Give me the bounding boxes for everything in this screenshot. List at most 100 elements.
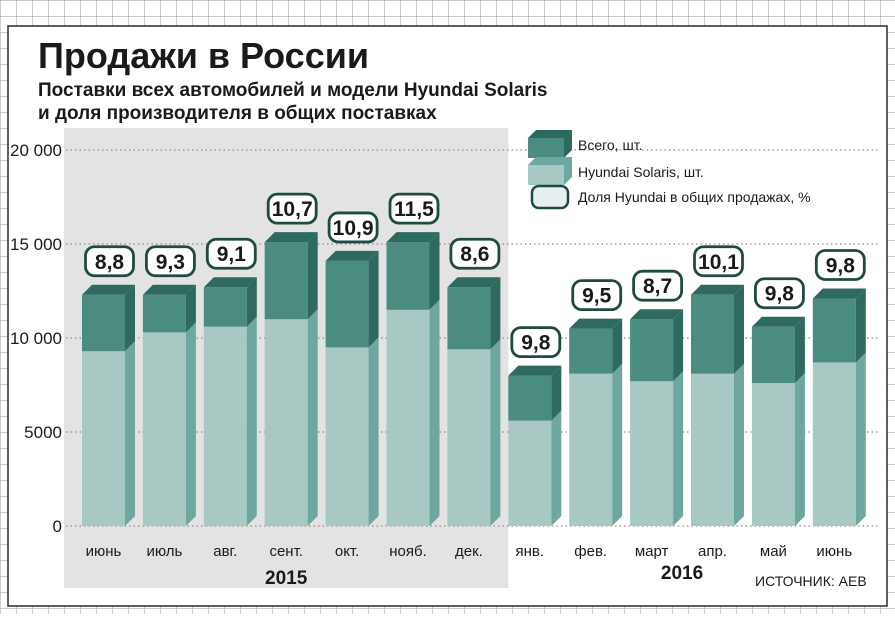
bar-total-side xyxy=(855,288,866,363)
legend-item-share: Доля Hyundai в общих продажах, % xyxy=(530,184,811,210)
share-bubble-box xyxy=(571,279,623,312)
share-bubble-box xyxy=(754,277,805,310)
bar-top xyxy=(691,284,744,295)
bar-total xyxy=(691,294,734,374)
grid-lines xyxy=(66,149,880,527)
x-tick-label: июль xyxy=(146,543,182,560)
bar-solaris-side xyxy=(307,309,318,526)
x-tick-label: сент. xyxy=(269,543,303,560)
source-note: ИСТОЧНИК: АЕВ xyxy=(755,573,867,589)
share-label: 11,5 xyxy=(394,198,434,221)
share-label: 9,8 xyxy=(765,283,795,306)
share-label: 9,8 xyxy=(521,332,551,355)
y-axis-ticks: 0 5000 10 000 15 000 20 000 xyxy=(10,141,62,536)
bar-solaris xyxy=(630,381,674,526)
x-tick-label: окт. xyxy=(335,543,359,560)
bar-solaris-side xyxy=(429,299,440,526)
share-bubble: 8,7 xyxy=(632,269,683,302)
share-bubble: 9,3 xyxy=(144,245,196,278)
bar-solaris xyxy=(264,319,308,526)
legend: Всего, шт. Hyundai Solaris, шт. Доля Hyu… xyxy=(528,130,811,210)
bar-top xyxy=(203,277,257,288)
share-bubble-box xyxy=(814,249,866,281)
y-tick-label: 10 000 xyxy=(10,329,62,348)
bar-total-side xyxy=(307,232,318,320)
share-bubble: 8,8 xyxy=(84,245,135,278)
share-label: 10,1 xyxy=(698,251,739,274)
bar-top xyxy=(569,318,623,329)
bar-total-side xyxy=(673,309,684,382)
bar-solaris-side xyxy=(490,339,501,526)
legend-swatch-total-front xyxy=(528,138,564,158)
bar-total xyxy=(508,375,552,421)
bar-solaris-side xyxy=(673,371,684,526)
share-bubble: 11,5 xyxy=(388,192,440,225)
share-label: 8,8 xyxy=(95,251,125,274)
bar-total xyxy=(630,319,674,382)
bar-total xyxy=(142,294,186,333)
bar-solaris xyxy=(751,383,795,526)
bar-total xyxy=(264,242,308,320)
legend-swatch-share xyxy=(530,184,570,210)
bar-total-side xyxy=(794,316,805,384)
bar-total-side xyxy=(185,284,196,333)
legend-label-solaris: Hyundai Solaris, шт. xyxy=(578,164,704,180)
bar-solaris-side xyxy=(246,316,257,526)
legend-label-share: Доля Hyundai в общих продажах, % xyxy=(578,189,811,205)
share-label: 10,7 xyxy=(272,198,313,221)
bar-solaris xyxy=(447,349,491,526)
y-tick-label: 20 000 xyxy=(10,141,62,160)
share-label: 9,8 xyxy=(826,255,856,278)
bar-solaris-side xyxy=(855,352,866,526)
bar-column xyxy=(569,318,623,526)
x-tick-label: фев. xyxy=(574,543,607,560)
bar-solaris xyxy=(569,373,613,526)
bar-solaris-side xyxy=(612,363,623,526)
bar-solaris-side xyxy=(185,322,196,526)
share-bubble-box xyxy=(266,192,318,225)
bar-total-side xyxy=(125,284,135,352)
bar-solaris-side xyxy=(794,373,805,526)
bar-top xyxy=(82,284,135,295)
bar-column xyxy=(82,284,135,526)
x-tick-label: дек. xyxy=(455,543,483,560)
bar-total-side xyxy=(551,365,562,421)
bar-column xyxy=(142,284,196,526)
bar-top xyxy=(386,232,440,243)
share-label: 9,1 xyxy=(217,243,247,266)
share-bubble-box xyxy=(84,245,135,278)
year-labels: 2015 2016 xyxy=(265,563,703,589)
bar-top xyxy=(142,284,196,295)
share-label: 8,6 xyxy=(460,243,489,266)
share-bubble: 10,7 xyxy=(266,192,318,225)
share-bubble-box xyxy=(449,237,501,270)
bar-column xyxy=(386,232,440,526)
bar-column xyxy=(691,284,744,526)
year-label: 2015 xyxy=(265,568,308,589)
share-bubble-box xyxy=(205,237,257,270)
bar-total xyxy=(569,328,613,374)
bar-solaris xyxy=(691,373,734,526)
share-bubble: 9,8 xyxy=(814,249,866,281)
share-label: 8,7 xyxy=(643,275,672,298)
bar-total-side xyxy=(612,318,623,374)
bar-column xyxy=(203,277,257,526)
bar-solaris-side xyxy=(734,363,744,526)
bar-solaris-side xyxy=(551,410,562,526)
share-bubble-box xyxy=(632,269,683,302)
legend-item-solaris: Hyundai Solaris, шт. xyxy=(528,157,704,185)
bars xyxy=(82,232,866,526)
bar-total xyxy=(82,294,125,352)
legend-swatch-solaris-front xyxy=(528,165,564,185)
bar-solaris xyxy=(203,326,247,526)
share-bubble: 10,1 xyxy=(693,245,744,278)
share-bubble: 9,8 xyxy=(510,326,562,359)
year-label: 2016 xyxy=(661,563,703,584)
bar-column xyxy=(447,277,501,526)
y-tick-label: 15 000 xyxy=(10,235,62,254)
share-bubble-box xyxy=(327,211,379,244)
bar-solaris-side xyxy=(125,341,135,526)
bar-column xyxy=(812,288,866,526)
bar-total xyxy=(812,298,856,363)
